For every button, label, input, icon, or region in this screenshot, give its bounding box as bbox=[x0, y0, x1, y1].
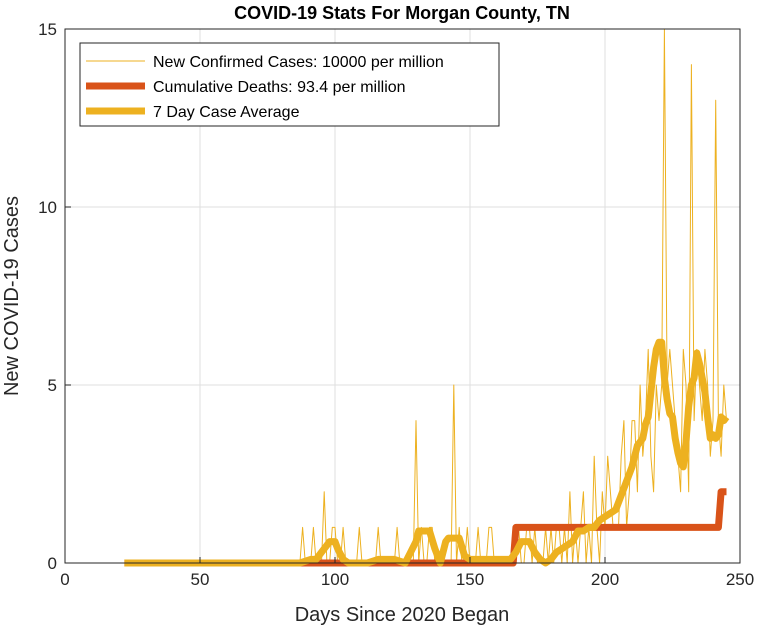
y-axis-label: New COVID-19 Cases bbox=[1, 196, 23, 396]
x-tick-label: 200 bbox=[591, 570, 619, 589]
legend-label-cumulative-deaths: Cumulative Deaths: 93.4 per million bbox=[153, 79, 406, 96]
y-tick-label: 15 bbox=[38, 20, 57, 39]
x-tick-label: 0 bbox=[60, 570, 69, 589]
y-tick-label: 10 bbox=[38, 198, 57, 217]
y-tick-label: 5 bbox=[48, 376, 57, 395]
series-7-day-average bbox=[124, 338, 730, 567]
legend-label-new-cases: New Confirmed Cases: 10000 per million bbox=[153, 54, 444, 71]
legend: New Confirmed Cases: 10000 per million C… bbox=[79, 42, 500, 127]
ticks: 0 50 100 150 200 250 0 5 10 15 bbox=[38, 20, 754, 589]
x-tick-label: 150 bbox=[456, 570, 484, 589]
legend-box bbox=[79, 42, 500, 127]
x-tick-label: 50 bbox=[191, 570, 210, 589]
x-tick-label: 100 bbox=[321, 570, 349, 589]
x-tick-label: 250 bbox=[726, 570, 754, 589]
y-tick-label: 0 bbox=[48, 554, 57, 573]
plot-border bbox=[64, 28, 741, 564]
x-axis-label: Days Since 2020 Began bbox=[295, 604, 510, 626]
legend-label-7-day-average: 7 Day Case Average bbox=[153, 104, 300, 121]
chart-title: COVID-19 Stats For Morgan County, TN bbox=[234, 3, 570, 23]
